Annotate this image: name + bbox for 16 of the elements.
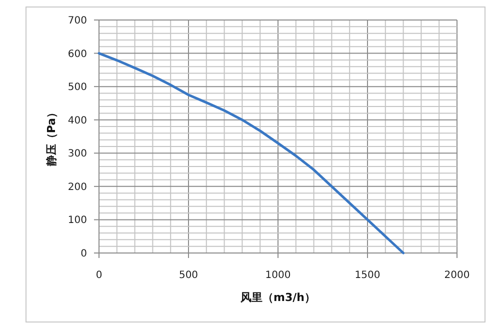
y-tick-label: 0 [80,248,87,260]
line-series [98,52,405,254]
y-tick-label: 600 [68,48,87,60]
y-tick-label: 400 [68,115,87,126]
y-tick-label: 700 [68,16,87,26]
y-axis-title: 静压（Pa） [45,106,58,168]
y-tick-label: 500 [68,82,87,94]
x-tick-label: 500 [178,270,198,281]
x-tick-label: 0 [96,270,102,281]
y-tick-label: 100 [68,215,87,226]
x-tick-label: 2000 [444,270,470,281]
y-tick-label: 200 [68,182,87,193]
y-tick-label: 300 [68,148,87,160]
x-tick-label: 1500 [354,270,380,281]
x-tick-label: 1000 [265,270,291,281]
x-axis-title: 风里（m3/h） [240,291,316,304]
